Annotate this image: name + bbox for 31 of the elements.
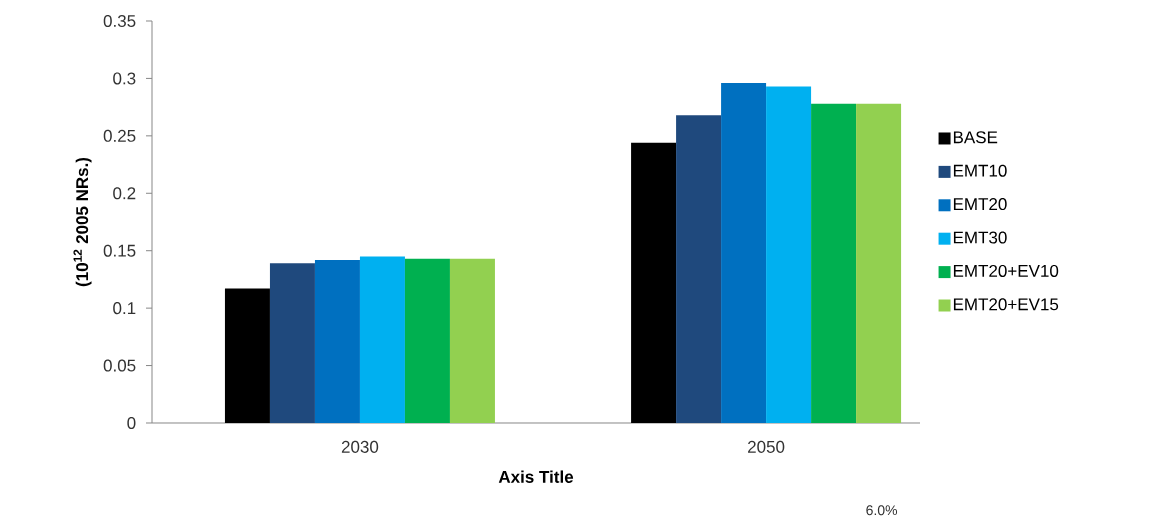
legend-label: EMT20 bbox=[953, 198, 1007, 211]
bar bbox=[449, 258, 495, 424]
legend-label: EMT30 bbox=[953, 231, 1007, 244]
bar bbox=[359, 256, 405, 424]
text: 6.0% bbox=[866, 505, 898, 516]
y-tick-label: 0.35 bbox=[103, 15, 136, 28]
bar bbox=[676, 115, 722, 424]
bar bbox=[314, 259, 360, 424]
y-tick-label: 0.1 bbox=[113, 302, 136, 315]
bar bbox=[766, 86, 812, 424]
bar bbox=[269, 263, 315, 424]
y-axis-title: (10$^{12}$ 2005 NRs.) bbox=[73, 157, 92, 287]
bar bbox=[631, 142, 677, 424]
y-tick-label: 0.25 bbox=[103, 129, 136, 142]
bar bbox=[856, 103, 902, 424]
legend-label: EMT20+EV15 bbox=[953, 298, 1059, 311]
x-tick-label: 2050 bbox=[748, 440, 785, 453]
y-tick-label: 0.15 bbox=[103, 244, 136, 257]
y-tick-label: 0.05 bbox=[103, 359, 136, 372]
legend-label: EMT20+EV10 bbox=[953, 264, 1059, 278]
x-axis-title: Axis Title bbox=[498, 470, 574, 484]
legend-label: EMT10 bbox=[953, 164, 1007, 177]
y-tick-label: 0.3 bbox=[113, 72, 136, 85]
y-tick-label: 0 bbox=[127, 417, 136, 430]
bar bbox=[811, 103, 857, 424]
legend-label: BASE bbox=[953, 131, 998, 144]
y-tick-label: 0.2 bbox=[113, 187, 136, 200]
bar bbox=[721, 83, 767, 424]
bar bbox=[224, 288, 270, 424]
bar bbox=[404, 258, 450, 424]
x-tick-label: 2030 bbox=[341, 440, 379, 453]
